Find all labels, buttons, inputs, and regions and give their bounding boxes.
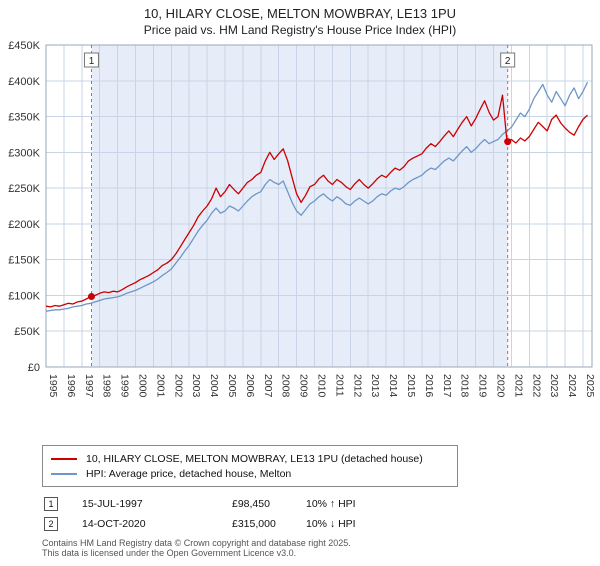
svg-text:2001: 2001 xyxy=(154,374,166,398)
svg-text:2016: 2016 xyxy=(423,374,435,398)
legend-label-hpi: HPI: Average price, detached house, Melt… xyxy=(86,467,292,480)
svg-text:£300K: £300K xyxy=(8,147,40,159)
svg-text:2003: 2003 xyxy=(190,374,202,398)
legend-item-property: 10, HILARY CLOSE, MELTON MOWBRAY, LE13 1… xyxy=(51,451,449,466)
svg-text:1: 1 xyxy=(89,56,95,67)
page-subtitle: Price paid vs. HM Land Registry's House … xyxy=(143,23,457,37)
svg-text:2014: 2014 xyxy=(387,374,399,398)
svg-text:2006: 2006 xyxy=(244,374,256,398)
svg-text:2005: 2005 xyxy=(226,374,238,398)
transaction-date-1: 15-JUL-1997 xyxy=(82,498,143,510)
svg-text:£100K: £100K xyxy=(8,290,40,302)
property-line-swatch xyxy=(51,457,77,460)
hpi-chart-page: 10, HILARY CLOSE, MELTON MOWBRAY, LE13 1… xyxy=(0,6,600,558)
svg-text:2000: 2000 xyxy=(137,374,149,398)
transaction-marker-2: 2 xyxy=(44,517,58,531)
svg-text:2004: 2004 xyxy=(208,374,220,398)
svg-text:£250K: £250K xyxy=(8,183,40,195)
footer-line-2: This data is licensed under the Open Gov… xyxy=(42,548,297,559)
svg-text:2024: 2024 xyxy=(566,374,578,398)
svg-text:2025: 2025 xyxy=(584,374,596,398)
svg-text:2019: 2019 xyxy=(477,374,489,398)
transaction-price-1: £98,450 xyxy=(232,498,270,510)
svg-text:£200K: £200K xyxy=(8,219,40,231)
license-footer: Contains HM Land Registry data © Crown c… xyxy=(42,538,600,558)
svg-text:1996: 1996 xyxy=(65,374,77,398)
svg-text:2018: 2018 xyxy=(459,374,471,398)
svg-text:2011: 2011 xyxy=(333,374,345,397)
svg-text:2: 2 xyxy=(505,56,511,67)
transaction-list: 1 15-JUL-1997 £98,450 10% ↑ HPI 2 14-OCT… xyxy=(0,497,600,531)
transaction-hpi-2: 10% ↓ HPI xyxy=(306,518,356,530)
svg-text:2017: 2017 xyxy=(441,374,453,398)
legend-item-hpi: HPI: Average price, detached house, Melt… xyxy=(51,466,449,481)
svg-text:2007: 2007 xyxy=(262,374,274,398)
price-history-chart: £0 £50K £100K £150K £200K £250K £300K £350K £400… xyxy=(8,40,596,398)
svg-text:£450K: £450K xyxy=(8,40,40,52)
svg-text:2010: 2010 xyxy=(316,374,328,398)
svg-text:£0: £0 xyxy=(28,362,40,374)
svg-text:2015: 2015 xyxy=(405,374,417,398)
transaction-hpi-1: 10% ↑ HPI xyxy=(306,498,356,510)
svg-text:£150K: £150K xyxy=(8,255,40,267)
svg-text:2008: 2008 xyxy=(280,374,292,398)
legend-label-property: 10, HILARY CLOSE, MELTON MOWBRAY, LE13 1… xyxy=(86,452,423,465)
transaction-marker-1: 1 xyxy=(44,497,58,511)
footer-line-1: Contains HM Land Registry data © Crown c… xyxy=(42,538,351,548)
svg-text:2002: 2002 xyxy=(172,374,184,398)
svg-text:2013: 2013 xyxy=(369,374,381,398)
svg-text:2009: 2009 xyxy=(298,374,310,398)
page-title: 10, HILARY CLOSE, MELTON MOWBRAY, LE13 1… xyxy=(143,6,457,21)
chart-legend: 10, HILARY CLOSE, MELTON MOWBRAY, LE13 1… xyxy=(42,445,458,487)
svg-text:2022: 2022 xyxy=(530,374,542,398)
svg-text:2023: 2023 xyxy=(548,374,560,398)
transaction-date-2: 14-OCT-2020 xyxy=(82,518,146,530)
transaction-row-1: 1 15-JUL-1997 £98,450 10% ↑ HPI xyxy=(44,497,600,511)
svg-text:2012: 2012 xyxy=(351,374,363,398)
svg-text:2021: 2021 xyxy=(512,374,524,398)
svg-text:1998: 1998 xyxy=(101,374,113,398)
svg-text:£400K: £400K xyxy=(8,76,40,88)
svg-text:1995: 1995 xyxy=(47,374,59,398)
svg-text:1999: 1999 xyxy=(119,374,131,398)
svg-text:1997: 1997 xyxy=(83,374,95,398)
svg-text:£50K: £50K xyxy=(14,326,40,338)
transaction-row-2: 2 14-OCT-2020 £315,000 10% ↓ HPI xyxy=(44,517,600,531)
svg-text:£350K: £350K xyxy=(8,112,40,124)
svg-text:2020: 2020 xyxy=(495,374,507,398)
hpi-line-swatch xyxy=(51,472,77,475)
transaction-price-2: £315,000 xyxy=(232,518,276,530)
